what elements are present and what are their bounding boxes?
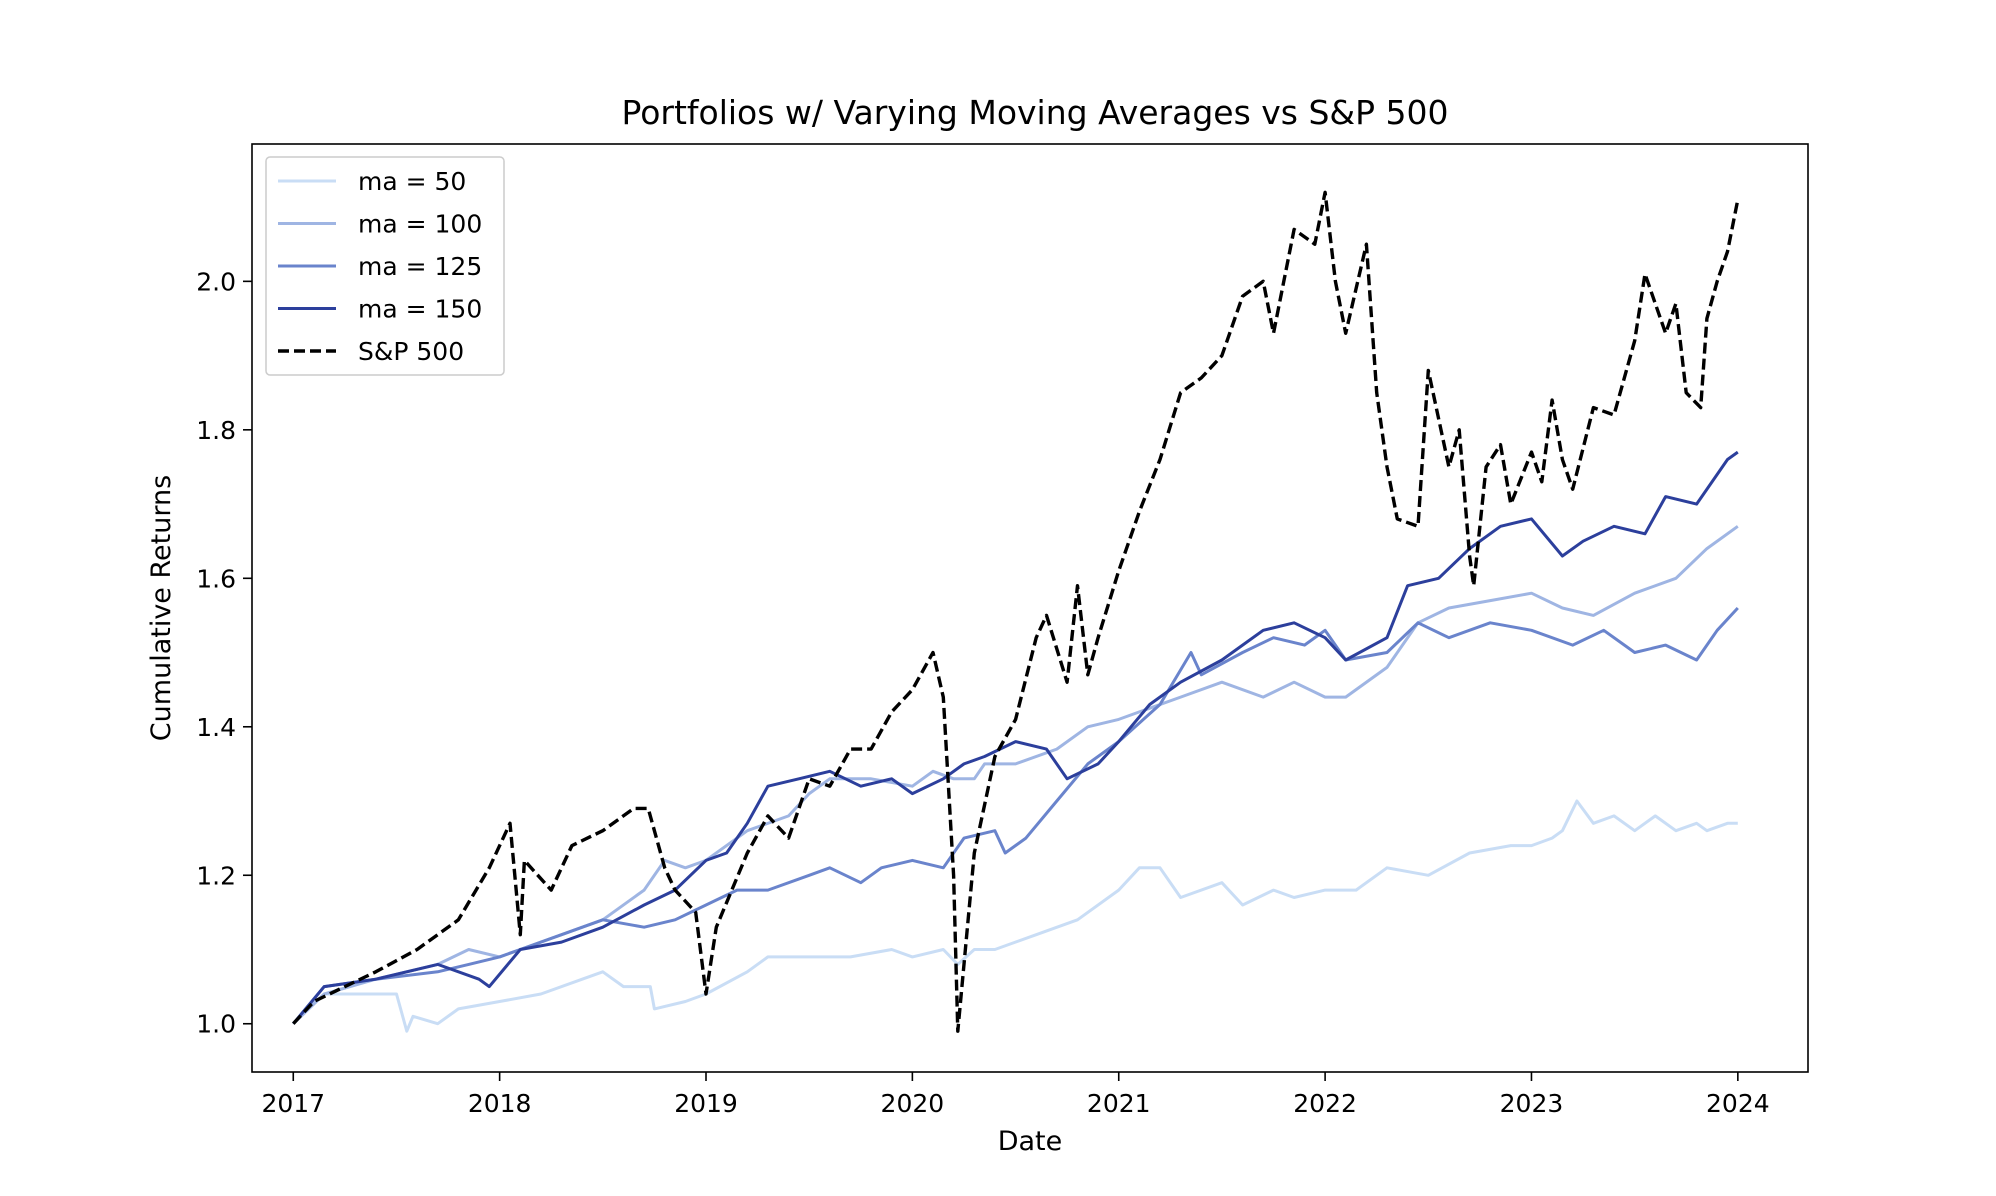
legend-label-0: ma = 50: [358, 167, 466, 196]
legend-label-2: ma = 125: [358, 252, 482, 281]
series-line-2: [292, 606, 1739, 1025]
legend-label-1: ma = 100: [358, 210, 482, 239]
y-tick-label: 1.8: [196, 416, 236, 445]
legend: ma = 50 ma = 100 ma = 125 ma = 150 S&P 500: [265, 156, 505, 376]
x-tick-label: 2019: [674, 1089, 738, 1118]
series-line-0: [292, 799, 1738, 1033]
x-axis-label: Date: [998, 1126, 1063, 1157]
series-line-3: [292, 450, 1739, 1025]
chart-title: Portfolios w/ Varying Moving Averages vs…: [621, 93, 1448, 132]
legend-label-3: ma = 150: [358, 295, 482, 324]
x-tick-label: 2021: [1087, 1089, 1151, 1118]
y-tick-label: 2.0: [196, 267, 236, 296]
series-layer: [292, 190, 1740, 1033]
y-tick-label: 1.4: [196, 713, 236, 742]
y-tick-label: 1.2: [196, 861, 236, 890]
y-tick-label: 1.0: [196, 1010, 236, 1039]
legend-label-4: S&P 500: [358, 337, 464, 366]
y-axis-label: Cumulative Returns: [146, 475, 177, 741]
x-tick-label: 2018: [468, 1089, 532, 1118]
y-tick-label: 1.6: [196, 564, 236, 593]
x-tick-label: 2017: [261, 1089, 325, 1118]
x-tick-label: 2022: [1293, 1089, 1357, 1118]
series-line-4: [292, 190, 1740, 1033]
x-tick-label: 2023: [1500, 1089, 1564, 1118]
axes-layer: 2017 2018 2019 2020 2021 2022 2023 2024 1.0 1.2 1.…: [196, 267, 1769, 1118]
legend-box: [265, 156, 505, 376]
x-tick-label: 2020: [881, 1089, 945, 1118]
plot-frame: [251, 143, 1809, 1073]
x-tick-label: 2024: [1706, 1089, 1770, 1118]
